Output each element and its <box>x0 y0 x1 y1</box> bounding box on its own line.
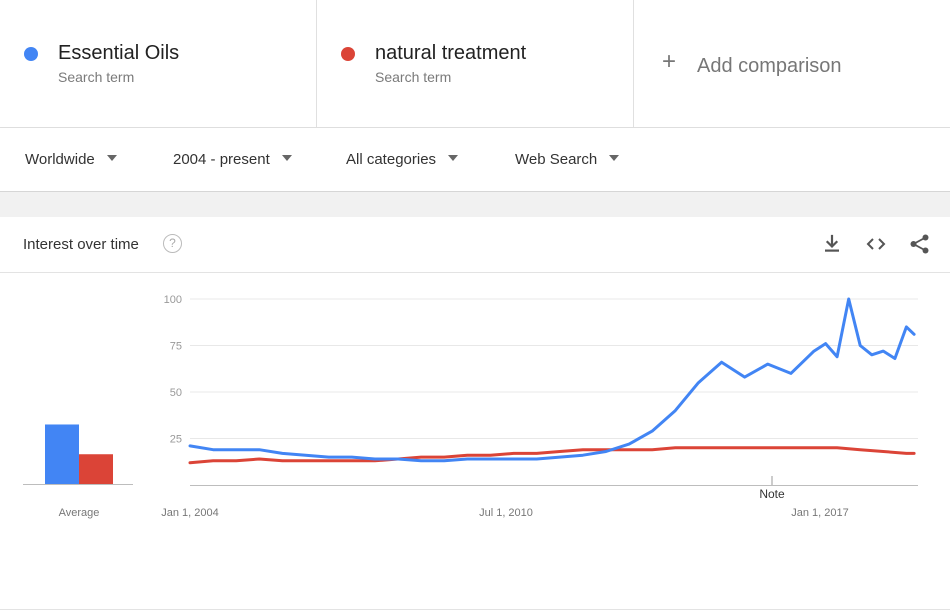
interest-chart[interactable]: 25 50 75 100 Jan 1, 2004 Jul 1, 2010 Jan 1, 20… <box>0 272 950 610</box>
card-header: Interest over time ? <box>0 217 950 273</box>
caret-down-icon <box>609 155 620 161</box>
interest-over-time-card: Interest over time ? 25 50 75 100 Jan 1, 200… <box>0 217 950 610</box>
x-tick-label: Jan 1, 2004 <box>161 507 219 519</box>
caret-down-icon <box>106 155 117 161</box>
series-line-natural-treatment <box>188 446 916 465</box>
time-range-dropdown[interactable]: 2004 - present <box>173 151 292 168</box>
filter-bar: Worldwide 2004 - present All categories … <box>0 128 950 192</box>
average-label: Average <box>59 507 100 519</box>
add-comparison-button[interactable]: + Add comparison <box>634 0 950 127</box>
term-name[interactable]: natural treatment <box>375 42 527 64</box>
caret-down-icon <box>448 155 459 161</box>
embed-code-icon[interactable] <box>865 233 887 255</box>
y-tick-label: 100 <box>164 294 182 306</box>
search-type-dropdown[interactable]: Web Search <box>515 151 620 168</box>
average-bar <box>45 424 79 484</box>
download-icon[interactable] <box>821 233 843 255</box>
y-tick-label: 50 <box>170 387 182 399</box>
region-value: Worldwide <box>25 151 95 168</box>
plus-icon: + <box>662 48 677 75</box>
share-icon[interactable] <box>909 233 931 255</box>
category-value: All categories <box>346 151 437 168</box>
average-bar <box>79 454 113 484</box>
card-title: Interest over time <box>23 236 139 253</box>
add-comparison-label: Add comparison <box>697 55 842 77</box>
category-dropdown[interactable]: All categories <box>346 151 459 168</box>
region-dropdown[interactable]: Worldwide <box>25 151 117 168</box>
note-annotation: Note <box>759 487 785 501</box>
help-icon[interactable]: ? <box>163 234 182 253</box>
term-subtitle: Search term <box>58 69 135 85</box>
y-tick-label: 75 <box>170 341 182 353</box>
term-name[interactable]: Essential Oils <box>58 42 180 64</box>
x-tick-label: Jul 1, 2010 <box>479 507 533 519</box>
y-tick-label: 25 <box>170 434 182 446</box>
comparison-bar: Essential Oils Search term natural treat… <box>0 0 950 128</box>
search-type-value: Web Search <box>515 151 598 168</box>
term-card-essential-oils[interactable]: Essential Oils Search term <box>0 0 317 127</box>
x-tick-label: Jan 1, 2017 <box>791 507 849 519</box>
series-color-dot-icon <box>341 47 355 61</box>
term-subtitle: Search term <box>375 69 452 85</box>
term-card-natural-treatment[interactable]: natural treatment Search term <box>317 0 634 127</box>
caret-down-icon <box>281 155 292 161</box>
series-color-dot-icon <box>24 47 38 61</box>
series-line-essential-oils <box>188 297 916 463</box>
section-gap <box>0 192 950 217</box>
time-range-value: 2004 - present <box>173 151 270 168</box>
